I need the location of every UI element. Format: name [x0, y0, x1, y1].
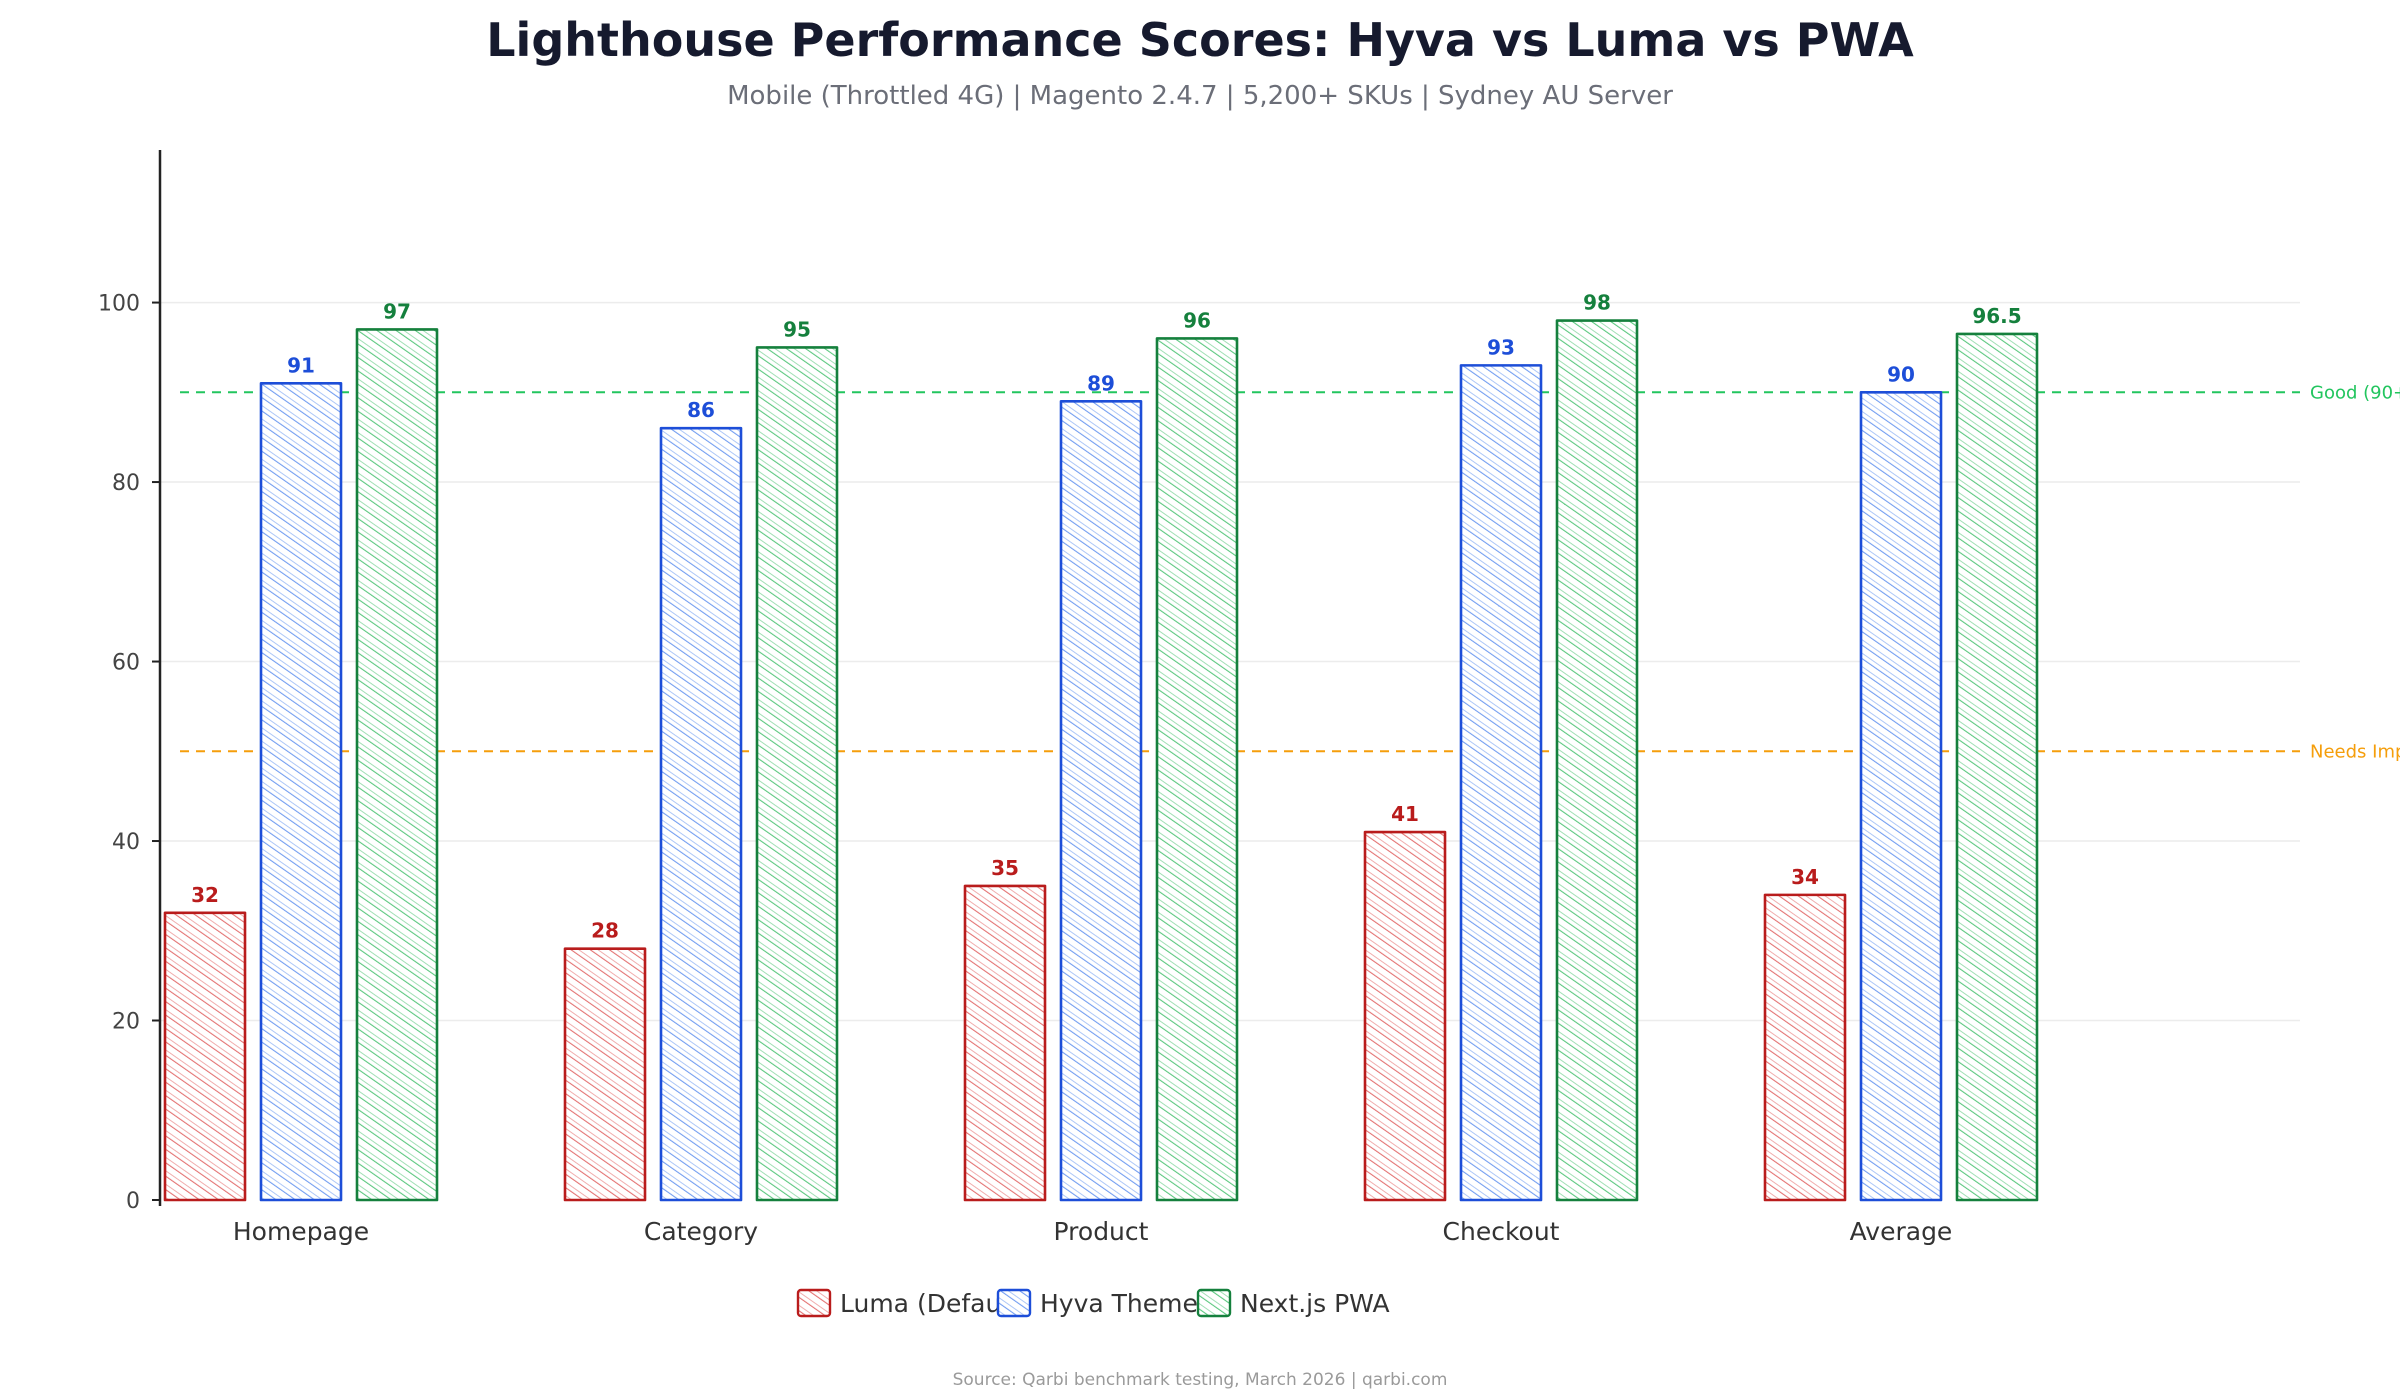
data-label-luma-default-checkout: 41	[1391, 802, 1419, 826]
data-label-next-js-pwa-category: 95	[783, 317, 811, 341]
data-label-next-js-pwa-average: 96.5	[1972, 304, 2021, 328]
legend: Luma (Default) Hyva Theme Next.js PWA	[796, 1288, 1390, 1318]
xtick-label-homepage: Homepage	[233, 1217, 369, 1246]
axes-layer: 0 20 40 60 80 100 Homepage Category Product Check…	[98, 150, 1952, 1246]
bar-hyva-theme-checkout	[1459, 364, 1543, 1202]
ytick-label-100: 100	[98, 292, 140, 317]
data-label-luma-default-category: 28	[591, 919, 619, 943]
ytick-label-20: 20	[112, 1010, 140, 1035]
bar-luma-default-product	[963, 884, 1047, 1202]
data-labels-layer: 32 91 97 28 86 95 35 89 96 41 93 98 34 90 96.5	[191, 291, 2022, 943]
bar-hyva-theme-product	[1059, 399, 1143, 1202]
data-label-hyva-theme-average: 90	[1887, 362, 1915, 386]
bar-luma-default-category	[563, 947, 647, 1202]
bar-next-js-pwa-product	[1155, 337, 1239, 1202]
data-label-luma-default-homepage: 32	[191, 883, 219, 907]
ytick-label-60: 60	[112, 651, 140, 676]
legend-label-hyva-theme: Hyva Theme	[1040, 1289, 1198, 1318]
bar-next-js-pwa-category	[755, 346, 839, 1202]
xtick-label-category: Category	[644, 1217, 758, 1246]
bar-luma-default-average	[1763, 893, 1847, 1202]
data-label-next-js-pwa-homepage: 97	[383, 299, 411, 323]
bar-hyva-theme-average	[1859, 391, 1943, 1202]
bar-hyva-theme-category	[659, 426, 743, 1202]
legend-label-next-js-pwa: Next.js PWA	[1240, 1289, 1390, 1318]
xtick-label-product: Product	[1054, 1217, 1149, 1246]
xtick-label-checkout: Checkout	[1443, 1217, 1560, 1246]
data-label-hyva-theme-homepage: 91	[287, 353, 315, 377]
bar-hyva-theme-homepage	[259, 382, 343, 1202]
legend-swatch-next-js-pwa	[1196, 1288, 1232, 1318]
ytick-label-40: 40	[112, 830, 140, 855]
data-label-next-js-pwa-checkout: 98	[1583, 291, 1611, 315]
ytick-label-80: 80	[112, 471, 140, 496]
bar-luma-default-checkout	[1363, 830, 1447, 1202]
reference-lines: Good (90+) Needs Improvement	[180, 382, 2400, 762]
reference-label-90: Good (90+)	[2310, 382, 2400, 403]
data-label-hyva-theme-product: 89	[1087, 371, 1115, 395]
legend-label-luma-default: Luma (Default)	[840, 1289, 1028, 1318]
ytick-label-0: 0	[126, 1189, 140, 1214]
chart-subtitle: Mobile (Throttled 4G) | Magento 2.4.7 | …	[727, 81, 1673, 111]
bar-next-js-pwa-homepage	[355, 328, 439, 1202]
bar-luma-default-homepage	[163, 911, 247, 1202]
xtick-label-average: Average	[1850, 1217, 1953, 1246]
bar-next-js-pwa-average	[1955, 332, 2039, 1202]
data-label-luma-default-average: 34	[1791, 865, 1819, 889]
data-label-luma-default-product: 35	[991, 856, 1019, 880]
legend-swatch-luma-default	[796, 1288, 832, 1318]
data-label-next-js-pwa-product: 96	[1183, 308, 1211, 332]
chart-title: Lighthouse Performance Scores: Hyva vs L…	[486, 13, 1914, 67]
data-label-hyva-theme-checkout: 93	[1487, 335, 1515, 359]
source-note: Source: Qarbi benchmark testing, March 2…	[953, 1370, 1448, 1390]
bars-layer	[163, 319, 2039, 1202]
data-label-hyva-theme-category: 86	[687, 398, 715, 422]
legend-swatch-hyva-theme	[996, 1288, 1032, 1318]
reference-label-50: Needs Improvement	[2310, 741, 2400, 762]
bar-next-js-pwa-checkout	[1555, 319, 1639, 1202]
